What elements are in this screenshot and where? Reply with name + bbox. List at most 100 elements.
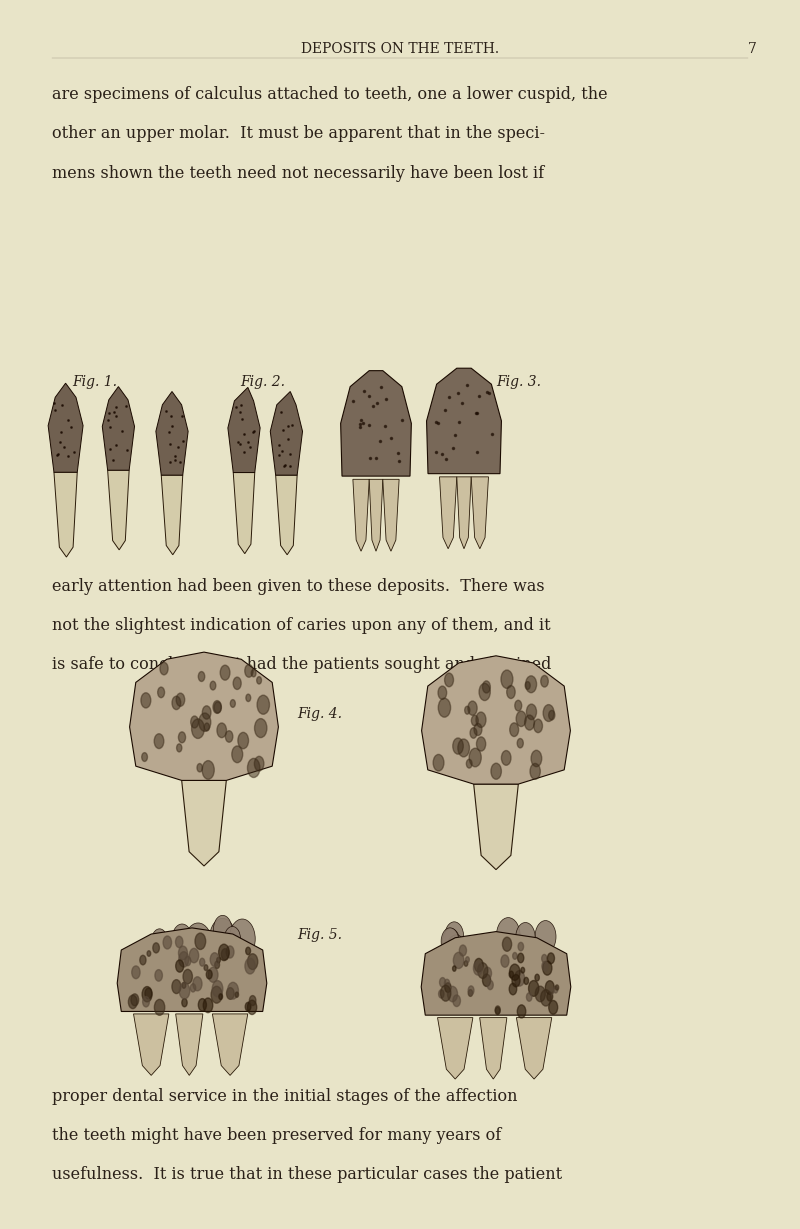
Circle shape	[458, 739, 470, 757]
Text: not the slightest indication of caries upon any of them, and it: not the slightest indication of caries u…	[52, 617, 550, 634]
Text: are specimens of calculus attached to teeth, one a lower cuspid, the: are specimens of calculus attached to te…	[52, 86, 608, 103]
Circle shape	[513, 952, 517, 960]
Circle shape	[438, 989, 444, 998]
Polygon shape	[438, 1018, 473, 1079]
Circle shape	[172, 696, 181, 709]
Circle shape	[549, 1000, 558, 1014]
Circle shape	[541, 676, 548, 687]
Circle shape	[151, 929, 168, 954]
Circle shape	[128, 995, 137, 1009]
Circle shape	[554, 986, 558, 993]
Circle shape	[484, 967, 491, 980]
Circle shape	[247, 758, 260, 778]
Circle shape	[214, 961, 219, 968]
Text: early attention had been given to these deposits.  There was: early attention had been given to these …	[52, 578, 545, 595]
Circle shape	[208, 967, 218, 982]
Circle shape	[512, 975, 520, 987]
Circle shape	[518, 1005, 526, 1018]
Circle shape	[465, 707, 470, 714]
Circle shape	[217, 957, 220, 962]
Circle shape	[442, 929, 460, 955]
Polygon shape	[54, 472, 78, 557]
Circle shape	[232, 746, 242, 763]
Circle shape	[453, 995, 461, 1007]
Text: usefulness.  It is true that in these particular cases the patient: usefulness. It is true that in these par…	[52, 1166, 562, 1184]
Circle shape	[202, 761, 214, 779]
Circle shape	[526, 676, 537, 693]
Circle shape	[502, 938, 512, 951]
Circle shape	[542, 961, 552, 975]
Circle shape	[444, 980, 450, 987]
Polygon shape	[134, 1014, 169, 1075]
Circle shape	[140, 955, 146, 965]
Circle shape	[468, 701, 477, 715]
Circle shape	[235, 992, 238, 997]
Circle shape	[206, 970, 212, 980]
Polygon shape	[48, 383, 83, 472]
Circle shape	[535, 921, 556, 952]
Circle shape	[191, 719, 204, 739]
Circle shape	[464, 961, 468, 966]
Circle shape	[509, 983, 517, 994]
Circle shape	[132, 966, 140, 978]
Circle shape	[257, 696, 270, 714]
Circle shape	[226, 731, 233, 742]
Circle shape	[445, 922, 464, 951]
Text: is safe to conclude that had the patients sought and obtained: is safe to conclude that had the patient…	[52, 656, 551, 673]
Circle shape	[211, 986, 222, 1003]
Circle shape	[257, 677, 262, 685]
Circle shape	[251, 670, 256, 677]
Circle shape	[153, 943, 159, 952]
Circle shape	[218, 944, 230, 961]
Circle shape	[147, 951, 150, 956]
Circle shape	[510, 964, 520, 981]
Circle shape	[516, 712, 526, 726]
Circle shape	[246, 694, 250, 702]
Circle shape	[529, 981, 539, 997]
Circle shape	[438, 698, 450, 718]
Circle shape	[454, 952, 464, 968]
Circle shape	[199, 713, 210, 731]
Circle shape	[210, 681, 216, 689]
Polygon shape	[471, 477, 489, 548]
Polygon shape	[182, 780, 226, 866]
Circle shape	[476, 712, 486, 728]
Circle shape	[212, 981, 223, 997]
Circle shape	[145, 988, 152, 999]
Circle shape	[254, 719, 267, 737]
Circle shape	[178, 946, 187, 960]
Circle shape	[535, 975, 539, 981]
Circle shape	[535, 986, 546, 1002]
Circle shape	[204, 965, 208, 971]
Circle shape	[203, 998, 213, 1013]
Polygon shape	[162, 476, 182, 554]
Circle shape	[233, 677, 241, 689]
Circle shape	[453, 737, 463, 755]
Circle shape	[439, 977, 446, 987]
Polygon shape	[108, 471, 129, 549]
Circle shape	[526, 993, 532, 1002]
Circle shape	[550, 988, 554, 994]
Circle shape	[131, 994, 138, 1005]
Circle shape	[202, 705, 211, 719]
Circle shape	[198, 671, 205, 681]
Text: Fig. 3.: Fig. 3.	[496, 375, 541, 388]
Polygon shape	[353, 479, 370, 551]
Circle shape	[470, 728, 477, 739]
Circle shape	[184, 923, 212, 966]
Text: Fig. 2.: Fig. 2.	[240, 375, 285, 388]
Circle shape	[441, 986, 451, 1002]
Circle shape	[220, 665, 230, 680]
Circle shape	[222, 949, 229, 960]
Circle shape	[547, 992, 553, 1002]
Circle shape	[160, 662, 168, 675]
Text: Fig. 5.: Fig. 5.	[298, 928, 342, 941]
Circle shape	[474, 959, 483, 972]
Circle shape	[521, 967, 525, 973]
Circle shape	[506, 686, 515, 698]
Text: the teeth might have been preserved for many years of: the teeth might have been preserved for …	[52, 1127, 502, 1144]
Circle shape	[438, 686, 446, 699]
Circle shape	[245, 665, 253, 677]
Polygon shape	[176, 1014, 203, 1075]
Polygon shape	[228, 387, 260, 473]
